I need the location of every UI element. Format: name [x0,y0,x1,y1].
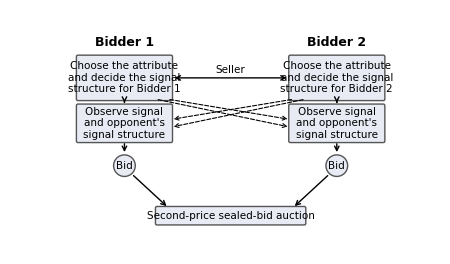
Text: Bidder 1: Bidder 1 [95,36,154,49]
Text: Observe signal
and opponent's
signal structure: Observe signal and opponent's signal str… [296,107,378,140]
FancyBboxPatch shape [289,55,385,101]
Text: Seller: Seller [216,65,246,75]
Text: Bidder 2: Bidder 2 [307,36,366,49]
Circle shape [326,155,348,176]
Circle shape [113,155,135,176]
Text: Second-price sealed-bid auction: Second-price sealed-bid auction [147,211,315,221]
FancyBboxPatch shape [76,55,172,101]
Text: Bid: Bid [116,161,133,171]
FancyBboxPatch shape [76,104,172,143]
FancyBboxPatch shape [289,104,385,143]
Text: Observe signal
and opponent's
signal structure: Observe signal and opponent's signal str… [83,107,166,140]
Text: Choose the attribute
and decide the signal
structure for Bidder 2: Choose the attribute and decide the sign… [280,61,393,95]
FancyBboxPatch shape [155,206,306,225]
Text: Bid: Bid [328,161,345,171]
Text: Choose the attribute
and decide the signal
structure for Bidder 1: Choose the attribute and decide the sign… [68,61,181,95]
